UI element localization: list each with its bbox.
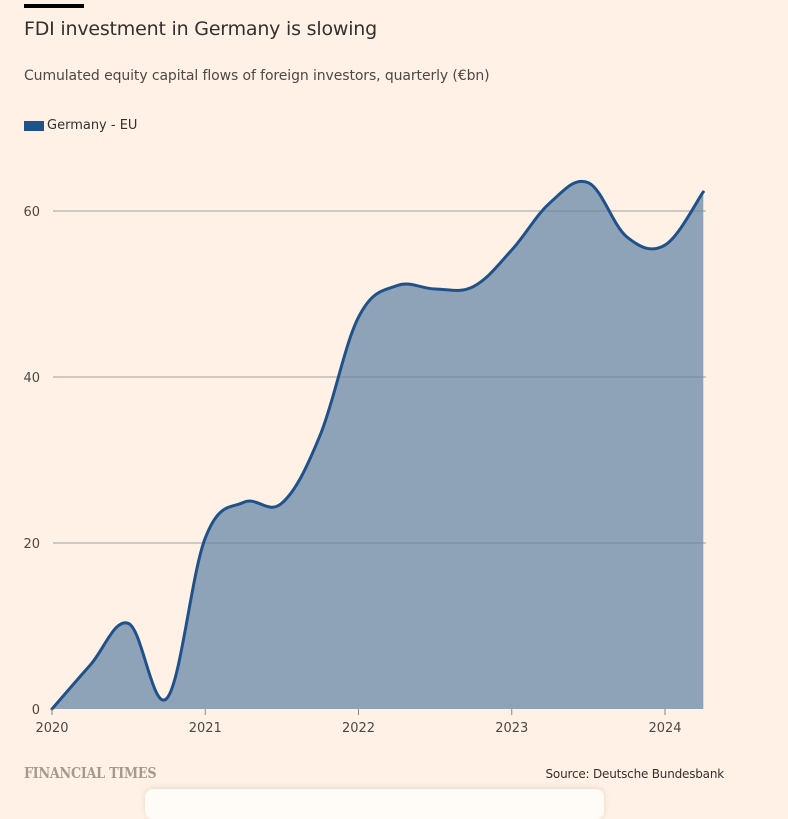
x-tick-label: 2022: [342, 721, 375, 736]
ft-logo: FINANCIAL TIMES: [24, 764, 157, 782]
chart-title: FDI investment in Germany is slowing: [24, 18, 378, 40]
y-tick-label: 0: [32, 703, 40, 718]
x-tick-label: 2024: [648, 721, 681, 736]
line-germany-eu: [50, 179, 705, 711]
bottom-card: [145, 789, 604, 819]
source-note: Source: Deutsche Bundesbank: [545, 767, 725, 781]
ft-accent-bar: [24, 4, 84, 8]
x-axis: 2020 2021 2022 2023 2024: [35, 709, 682, 736]
y-axis: 0 20 40 60: [23, 205, 40, 718]
area-fill-germany-eu: [52, 181, 704, 709]
chart-area: 0 20 40 60 2020 2021 2022 2023 2024: [23, 179, 706, 736]
legend: Germany - EU: [24, 118, 137, 133]
x-tick-label: 2020: [35, 721, 68, 736]
x-tick-label: 2021: [189, 721, 222, 736]
x-tick-label: 2023: [495, 721, 528, 736]
chart-subtitle: Cumulated equity capital flows of foreig…: [24, 68, 490, 84]
y-tick-label: 60: [23, 205, 40, 220]
y-tick-label: 40: [23, 371, 40, 386]
y-tick-label: 20: [23, 537, 40, 552]
legend-label: Germany - EU: [47, 118, 138, 133]
gridlines-over-area: [53, 210, 706, 544]
legend-swatch: [24, 120, 44, 131]
